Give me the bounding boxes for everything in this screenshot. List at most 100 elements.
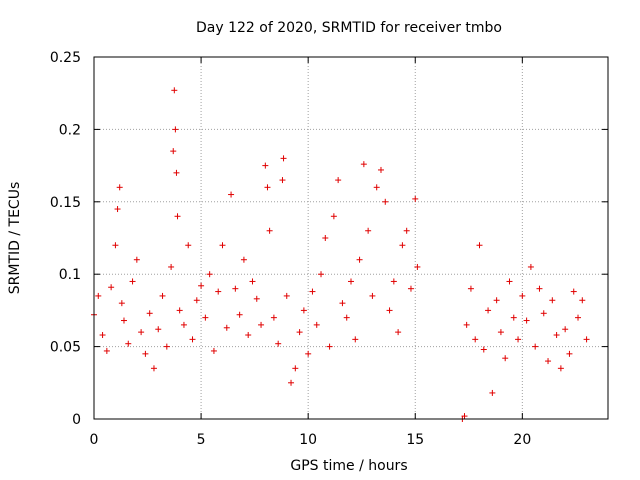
x-tick-label: 0 — [90, 432, 99, 448]
data-point — [112, 242, 119, 249]
data-point — [305, 350, 312, 357]
data-point — [562, 326, 569, 333]
data-point — [412, 195, 419, 202]
data-point — [515, 336, 522, 343]
data-points — [91, 87, 590, 422]
data-point — [215, 288, 222, 295]
data-point — [264, 184, 271, 191]
x-tick-label: 5 — [197, 432, 206, 448]
data-point — [519, 292, 526, 299]
data-point — [193, 297, 200, 304]
data-point — [382, 198, 389, 205]
y-tick-label: 0.1 — [59, 267, 81, 283]
data-point — [467, 285, 474, 292]
data-point — [108, 284, 115, 291]
chart-title: Day 122 of 2020, SRMTID for receiver tmb… — [196, 20, 502, 36]
data-point — [506, 278, 513, 285]
data-point — [172, 126, 179, 133]
data-point — [95, 292, 102, 299]
data-point — [493, 297, 500, 304]
data-point — [174, 213, 181, 220]
data-point — [114, 206, 121, 213]
plot-frame — [93, 56, 609, 420]
data-point — [210, 347, 217, 354]
data-point — [309, 288, 316, 295]
data-point — [549, 297, 556, 304]
data-point — [536, 285, 543, 292]
data-point — [322, 235, 329, 241]
data-point — [202, 314, 209, 321]
data-point — [206, 271, 213, 278]
data-point — [223, 324, 230, 331]
x-tick-label: 15 — [406, 432, 424, 448]
data-point — [116, 184, 123, 191]
data-point — [489, 389, 496, 396]
data-point — [232, 285, 239, 292]
grid — [94, 57, 608, 419]
data-point — [339, 300, 346, 307]
data-point — [510, 314, 517, 321]
data-point — [407, 285, 414, 292]
data-point — [583, 336, 590, 343]
data-point — [283, 292, 290, 299]
data-point — [557, 365, 564, 372]
y-tick-label: 0.05 — [50, 340, 81, 356]
data-point — [373, 184, 380, 191]
data-point — [142, 350, 149, 357]
data-point — [532, 343, 539, 350]
data-point — [228, 191, 235, 198]
data-point — [566, 350, 573, 357]
data-point — [356, 256, 363, 263]
data-point — [103, 347, 110, 354]
data-point — [288, 379, 295, 386]
data-point — [476, 242, 483, 249]
data-point — [313, 321, 320, 328]
data-point — [403, 227, 410, 234]
data-point — [189, 336, 196, 343]
data-point — [236, 311, 243, 318]
data-point — [390, 278, 397, 285]
data-point — [258, 321, 265, 328]
data-point — [180, 321, 187, 328]
data-point — [120, 317, 127, 324]
data-point — [125, 340, 132, 347]
data-point — [343, 314, 350, 321]
data-point — [395, 329, 402, 336]
data-point — [553, 332, 560, 339]
data-point — [150, 365, 157, 372]
x-axis-label: GPS time / hours — [290, 458, 407, 474]
data-point — [240, 256, 247, 263]
data-point — [185, 242, 192, 249]
data-point — [155, 326, 162, 333]
data-point — [146, 310, 153, 317]
data-point — [300, 307, 307, 314]
data-point — [275, 340, 282, 347]
data-point — [296, 329, 303, 336]
data-point — [472, 336, 479, 343]
ticks: 0 0.05 0.1 0.15 0.2 0.25 0 5 10 15 20 — [50, 50, 608, 448]
data-point — [133, 256, 140, 263]
data-point — [163, 343, 170, 350]
y-tick-label: 0.25 — [50, 50, 81, 66]
data-point — [176, 307, 183, 314]
data-point — [575, 314, 582, 321]
data-point — [523, 317, 530, 324]
data-point — [527, 263, 534, 270]
data-point — [266, 227, 273, 234]
data-point — [99, 332, 106, 339]
data-point — [399, 242, 406, 249]
y-axis-label: SRMTID / TECUs — [7, 182, 23, 295]
data-point — [386, 307, 393, 314]
data-point — [545, 358, 552, 365]
x-tick-label: 10 — [299, 432, 317, 448]
x-tick-label: 20 — [513, 432, 531, 448]
data-point — [173, 169, 180, 176]
data-point — [365, 227, 372, 234]
data-point — [369, 292, 376, 299]
data-point — [335, 177, 342, 184]
data-point — [219, 242, 226, 249]
data-point — [348, 278, 354, 285]
data-point — [463, 321, 470, 328]
data-point — [502, 355, 509, 362]
